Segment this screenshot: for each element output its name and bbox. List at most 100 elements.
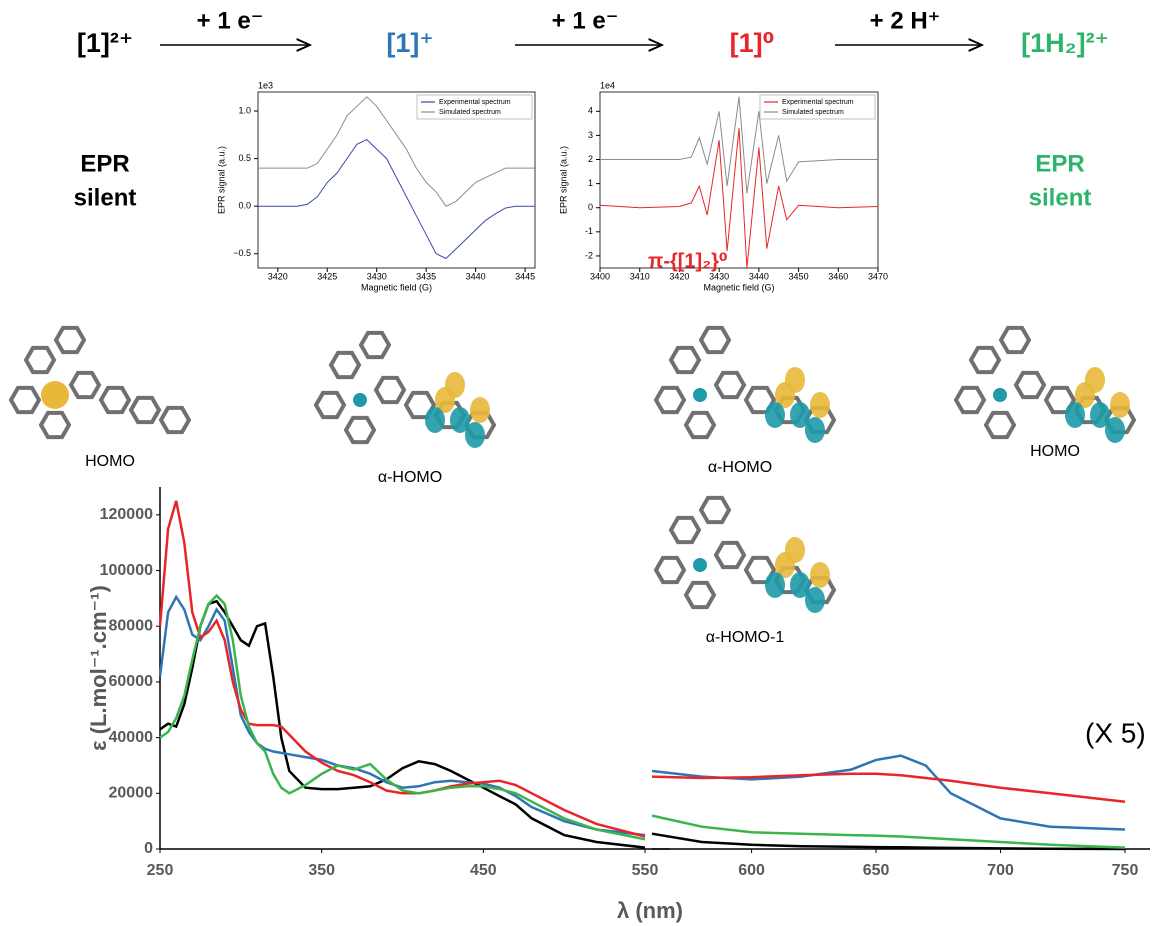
ring (343, 415, 377, 445)
x-tick-label: 700 (987, 862, 1014, 879)
orbital-label: HOMO (1030, 443, 1080, 460)
x-tick-label: 350 (308, 862, 335, 879)
species-label: [1]⁺ (386, 28, 433, 58)
x-axis-label: Magnetic field (G) (361, 282, 432, 292)
ring (668, 515, 702, 545)
ring (683, 410, 717, 440)
ring (8, 385, 42, 415)
orbital-lobe (1085, 367, 1105, 393)
orbital-lobe (785, 367, 805, 393)
epr-note: EPR (80, 150, 129, 177)
x-axis-label: λ (nm) (617, 898, 683, 923)
x-tick-label: 3450 (789, 271, 809, 281)
y-tick-label: 4 (588, 106, 593, 116)
y-tick-label: 2 (588, 154, 593, 164)
orbital-lobe (1110, 392, 1130, 418)
series-line (158, 500, 646, 838)
ring (158, 405, 192, 435)
x-tick-label: 3440 (466, 271, 486, 281)
step-label: + 2 H⁺ (870, 7, 941, 34)
y-axis-label: EPR signal (a.u.) (216, 146, 226, 214)
series-line (599, 128, 879, 269)
step-label: + 1 e⁻ (197, 7, 264, 34)
orbital-lobe (465, 422, 485, 448)
ring (953, 385, 987, 415)
orbital-lobe (805, 417, 825, 443)
x-tick-label: 550 (632, 862, 659, 879)
ring (373, 375, 407, 405)
y-axis-label: EPR signal (a.u.) (558, 146, 568, 214)
y-tick-label: 100000 (100, 562, 153, 579)
y-tick-label: -2 (585, 250, 593, 260)
ring (68, 370, 102, 400)
ring (38, 410, 72, 440)
y-scale-label: 1e4 (600, 80, 615, 90)
legend-box (759, 94, 876, 120)
species-label: [1H₂]²⁺ (1021, 28, 1109, 58)
x-tick-label: 3470 (868, 271, 888, 281)
ring (713, 370, 747, 400)
ring (683, 580, 717, 610)
orbital-lobe (805, 587, 825, 613)
series-line (159, 593, 646, 841)
x-tick-label: 3420 (669, 271, 689, 281)
ring (998, 325, 1032, 355)
orbital-label: α-HOMO-1 (706, 629, 785, 646)
x-tick-label: 600 (738, 862, 765, 879)
y-tick-label: 0 (588, 202, 593, 212)
epr-note: silent (1029, 184, 1092, 211)
y-tick-label: 0.5 (238, 153, 251, 163)
orbital-label: HOMO (85, 453, 135, 470)
y-tick-label: 0.0 (238, 201, 251, 211)
x-tick-label: 650 (863, 862, 890, 879)
x-tick-label: 750 (1112, 862, 1139, 879)
ring (698, 495, 732, 525)
legend-box (416, 94, 533, 120)
ring (358, 330, 392, 360)
y-tick-label: −0.5 (233, 248, 251, 258)
y-tick-label: 1 (588, 178, 593, 188)
ring (983, 410, 1017, 440)
molecule (313, 330, 497, 448)
orbital-lobe (450, 407, 470, 433)
orbital-label: α-HOMO (378, 469, 442, 486)
y-tick-label: 0 (144, 840, 153, 857)
x-axis-label: Magnetic field (G) (703, 282, 774, 292)
epr-note: EPR (1035, 150, 1084, 177)
orbital-lobe (785, 537, 805, 563)
plot-frame (257, 91, 536, 269)
orbital-lobe (810, 562, 830, 588)
y-scale-label: 1e3 (258, 80, 273, 90)
legend-label: Experimental spectrum (782, 99, 854, 106)
x-tick-label: 3445 (515, 271, 535, 281)
species-label: [1]⁰ (730, 28, 775, 58)
plot-frame (599, 91, 879, 269)
ring (98, 385, 132, 415)
ring (653, 555, 687, 585)
y-tick-label: 20000 (109, 785, 154, 802)
metal (41, 381, 69, 409)
orbital-lobe (1090, 402, 1110, 428)
x-tick-label: 250 (147, 862, 174, 879)
x-tick-label: 3460 (828, 271, 848, 281)
orbital-lobe (790, 572, 810, 598)
x-tick-label: 3425 (317, 271, 337, 281)
x-tick-label: 3410 (630, 271, 650, 281)
legend-label: Simulated spectrum (439, 109, 501, 116)
orbital-label: α-HOMO (708, 459, 772, 476)
y-tick-label: 120000 (100, 506, 153, 523)
x-tick-label: 3435 (416, 271, 436, 281)
ring (53, 325, 87, 355)
orbital-lobe (470, 397, 490, 423)
orbital-lobe (425, 407, 445, 433)
orbital-lobe (765, 572, 785, 598)
legend-label: Simulated spectrum (782, 109, 844, 116)
ring (23, 345, 57, 375)
ring (698, 325, 732, 355)
x-tick-label: 3420 (268, 271, 288, 281)
series-line (651, 814, 1126, 849)
ring (1013, 370, 1047, 400)
step-label: + 1 e⁻ (552, 7, 619, 34)
series-line (651, 832, 1126, 851)
ring (713, 540, 747, 570)
